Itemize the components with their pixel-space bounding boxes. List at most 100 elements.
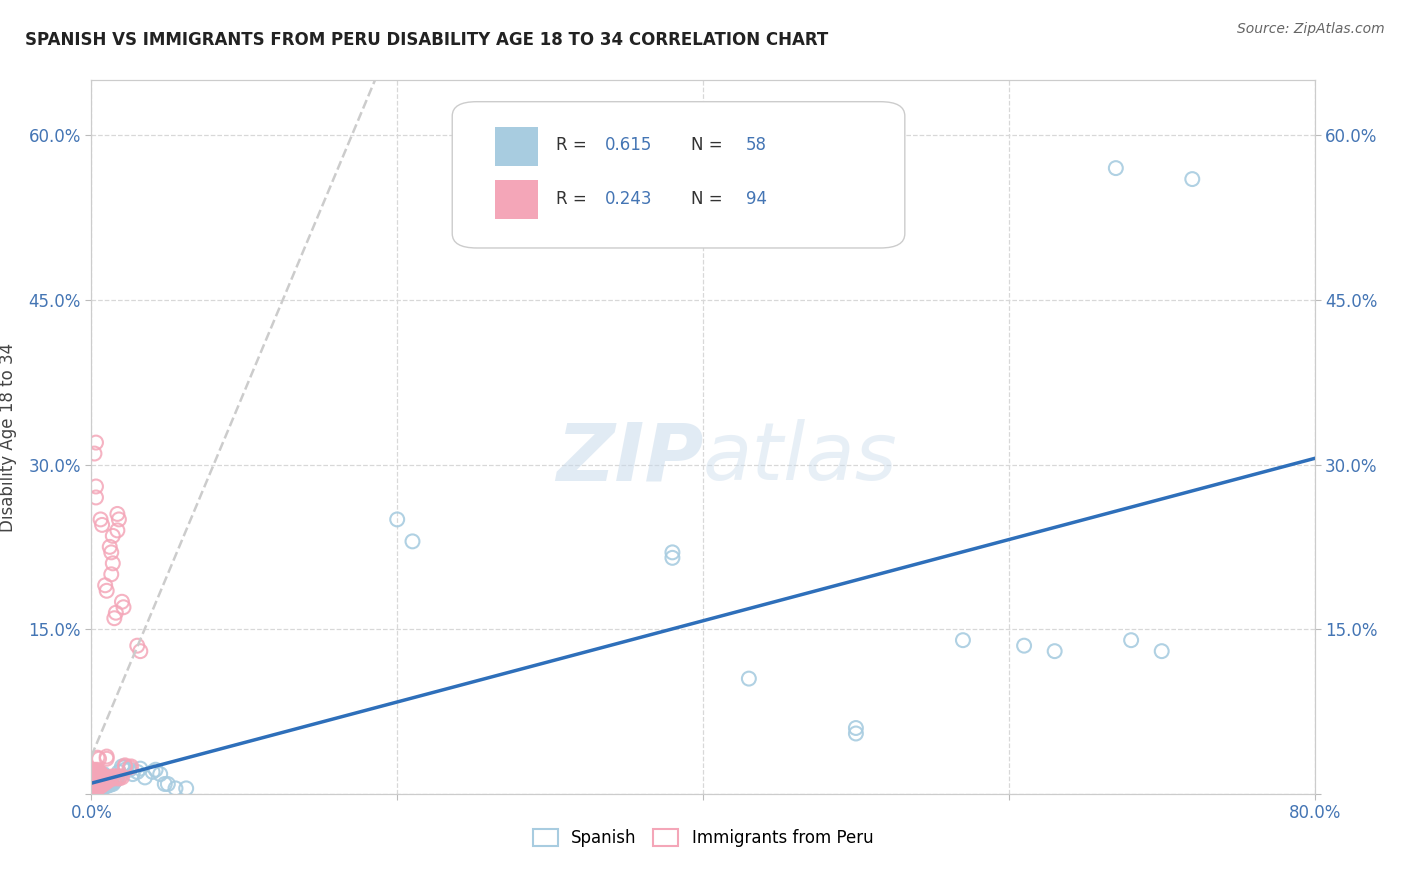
Point [101, 557, 124, 571]
Point [90, 769, 112, 783]
Point [94, 776, 117, 790]
Point [94, 772, 117, 786]
Point [90, 767, 112, 781]
Point [118, 763, 141, 777]
Point [141, 764, 163, 779]
Point [84, 491, 107, 505]
Point [87, 777, 110, 791]
Point [83, 780, 105, 795]
Point [103, 611, 125, 625]
Point [94, 778, 117, 792]
Point [86, 781, 108, 796]
Bar [495, 180, 538, 219]
Point [101, 769, 124, 783]
Point [98, 778, 121, 792]
Point [105, 507, 128, 521]
Point [845, 726, 868, 740]
Point [94, 769, 117, 783]
Point [91, 517, 114, 532]
Point [93, 777, 115, 791]
Point [91, 778, 114, 792]
Point [87, 777, 110, 791]
Point [90, 776, 112, 790]
Point [101, 529, 124, 543]
Point [87, 781, 110, 796]
Point [83, 763, 105, 777]
Text: ZIP: ZIP [555, 419, 703, 498]
Point [86, 763, 108, 777]
Point [98, 773, 121, 788]
Point [100, 776, 122, 790]
Point [84, 778, 107, 792]
Point [661, 545, 683, 559]
Point [90, 771, 112, 785]
Point [82, 773, 104, 788]
Point [87, 772, 110, 787]
Point [84, 777, 107, 791]
Point [84, 435, 107, 450]
Point [82, 783, 104, 797]
Point [96, 779, 118, 793]
Point [86, 774, 108, 789]
Point [104, 769, 127, 783]
Point [121, 767, 143, 781]
Point [127, 639, 149, 653]
Point [114, 759, 136, 773]
Point [90, 766, 112, 780]
Point [112, 600, 135, 615]
Point [91, 773, 114, 788]
Point [84, 479, 107, 493]
Point [87, 773, 110, 788]
Point [105, 524, 128, 538]
Point [86, 766, 108, 780]
Point [96, 583, 118, 598]
Point [83, 446, 105, 460]
Point [103, 774, 125, 789]
Point [103, 772, 125, 786]
Point [84, 773, 107, 788]
Point [156, 777, 179, 791]
Point [127, 764, 149, 779]
Point [82, 768, 104, 782]
Text: 58: 58 [745, 136, 766, 153]
Point [661, 550, 683, 565]
Point [108, 772, 131, 786]
Point [91, 772, 114, 786]
Point [1121, 633, 1143, 648]
Point [84, 782, 107, 797]
Point [134, 771, 156, 785]
Point [91, 774, 114, 789]
FancyBboxPatch shape [453, 102, 905, 248]
Point [83, 764, 105, 779]
Point [96, 774, 118, 789]
Point [129, 762, 152, 776]
Point [104, 772, 127, 787]
Point [111, 771, 134, 785]
Point [90, 774, 112, 789]
Point [385, 512, 409, 526]
Point [96, 771, 118, 785]
Point [83, 778, 105, 792]
Point [90, 779, 112, 793]
Point [93, 772, 115, 786]
Point [401, 534, 423, 549]
Point [952, 633, 974, 648]
Point [98, 772, 121, 786]
Point [83, 767, 105, 781]
Point [91, 778, 114, 792]
Point [83, 776, 105, 790]
Point [86, 778, 108, 792]
Point [84, 772, 107, 786]
Point [100, 771, 122, 785]
Point [93, 776, 115, 790]
Point [87, 764, 110, 779]
Text: R =: R = [557, 136, 592, 153]
Text: atlas: atlas [703, 419, 898, 498]
Point [86, 780, 108, 795]
Point [82, 779, 104, 793]
Point [93, 772, 115, 787]
Point [91, 769, 114, 783]
Point [87, 752, 110, 766]
Point [108, 512, 131, 526]
Point [174, 781, 197, 796]
